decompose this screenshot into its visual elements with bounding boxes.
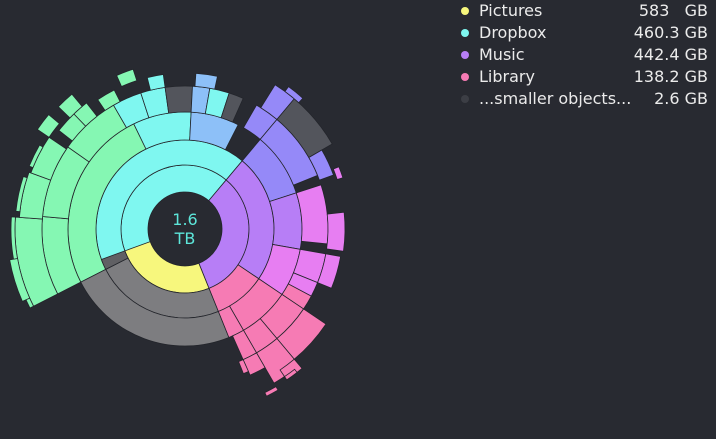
segment-music-subfolder[interactable] [269, 192, 303, 250]
segment-library-leaf[interactable] [264, 386, 279, 397]
segment-dropbox-leaf[interactable] [15, 175, 28, 213]
segment-dropbox-leaf[interactable] [28, 144, 44, 169]
segment-music-item[interactable] [295, 184, 329, 245]
total-size-value: 1.6 [172, 210, 198, 229]
segment-music-file[interactable] [326, 211, 346, 252]
segment-music-file[interactable] [317, 253, 342, 289]
legend-item-label: Pictures [479, 1, 543, 20]
legend-dot-icon [461, 95, 469, 103]
legend-item-size: 138.2 GB [633, 67, 708, 86]
legend-item-library[interactable]: Library 138.2 GB [456, 66, 708, 88]
segment-dropbox-leaf[interactable] [36, 114, 60, 138]
legend-item-label: Dropbox [479, 23, 547, 42]
legend-item-dropbox[interactable]: Dropbox 460.3 GB [456, 22, 708, 44]
segment-dropbox-item[interactable] [164, 85, 193, 114]
segment-dropbox-file[interactable] [97, 89, 121, 112]
legend-dot-icon [461, 7, 469, 15]
legend-item-smaller-objects[interactable]: ...smaller objects... 2.6 GB [456, 88, 708, 110]
legend-item-size: 460.3 GB [633, 23, 708, 42]
segment-dropbox-leaf[interactable] [9, 258, 31, 302]
segment-dropbox-file[interactable] [194, 72, 218, 90]
legend-dot-icon [461, 29, 469, 37]
legend-dot-icon [461, 51, 469, 59]
segment-library-file[interactable] [238, 359, 249, 375]
segment-dropbox-item[interactable] [220, 92, 244, 123]
legend-dot-icon [461, 73, 469, 81]
legend-item-size: 442.4 GB [633, 45, 708, 64]
segment-music-leaf[interactable] [284, 86, 304, 104]
legend-item-label: ...smaller objects... [479, 89, 632, 108]
segment-dropbox-leaf[interactable] [116, 68, 138, 88]
segment-music-leaf[interactable] [332, 166, 344, 181]
segment-music-file[interactable] [308, 149, 334, 181]
legend-item-music[interactable]: Music 442.4 GB [456, 44, 708, 66]
segment-pictures-misc[interactable] [100, 250, 129, 270]
legend-item-label: Library [479, 67, 535, 86]
legend-item-label: Music [479, 45, 525, 64]
segment-dropbox-leaf[interactable] [57, 93, 83, 119]
legend-item-pictures[interactable]: Pictures 583 GB [456, 0, 708, 22]
segment-library-leaf[interactable] [283, 368, 298, 381]
legend-item-size: 2.6 GB [654, 89, 708, 108]
legend-item-size: 583 GB [638, 1, 708, 20]
segment-dropbox-file[interactable] [146, 74, 166, 91]
total-size-unit: TB [174, 229, 196, 248]
